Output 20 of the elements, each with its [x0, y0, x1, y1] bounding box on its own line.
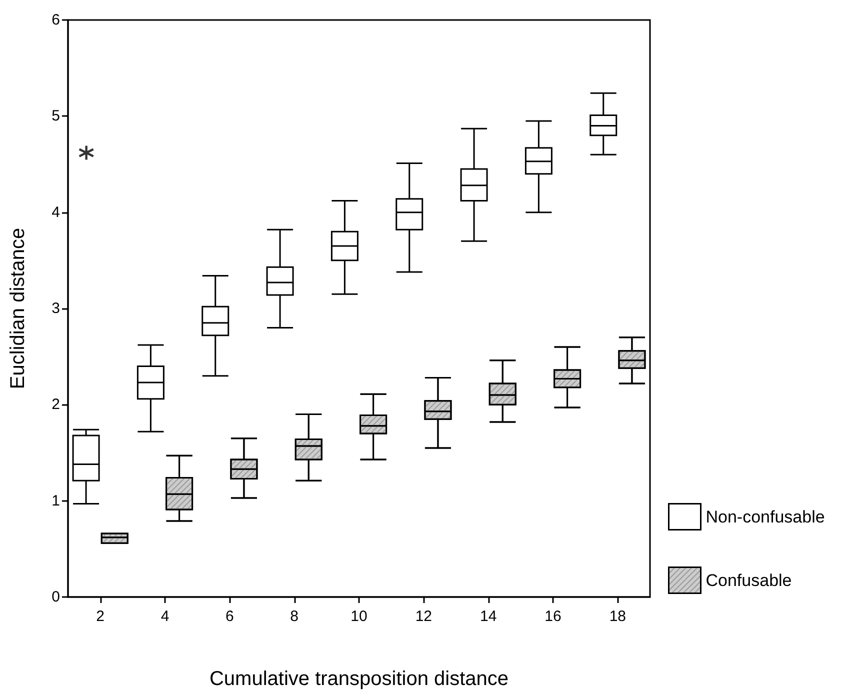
y-tick-label: 1: [52, 492, 60, 510]
x-tick-label: 18: [609, 608, 626, 625]
y-axis-title: Euclidian distance: [7, 228, 29, 390]
legend-label: Confusable: [706, 570, 792, 590]
x-tick-label: 2: [96, 608, 105, 625]
x-tick-label: 6: [225, 608, 234, 625]
x-tick-label: 8: [290, 608, 299, 625]
x-tick-label: 10: [350, 608, 368, 625]
y-tick-label: 5: [52, 108, 60, 125]
x-axis-title: Cumulative transposition distance: [209, 668, 509, 690]
y-tick-label: 6: [52, 12, 60, 28]
legend-label: Non-confusable: [706, 507, 825, 526]
y-tick-label: 2: [52, 396, 60, 414]
x-tick-label: 14: [480, 608, 497, 625]
y-tick-label: 4: [52, 204, 60, 221]
y-tick-label: 3: [52, 300, 60, 317]
x-tick-label: 12: [415, 608, 432, 625]
x-tick-label: 4: [160, 608, 170, 625]
x-tick-label: 16: [544, 608, 562, 625]
y-tick-label: 0: [52, 588, 60, 606]
